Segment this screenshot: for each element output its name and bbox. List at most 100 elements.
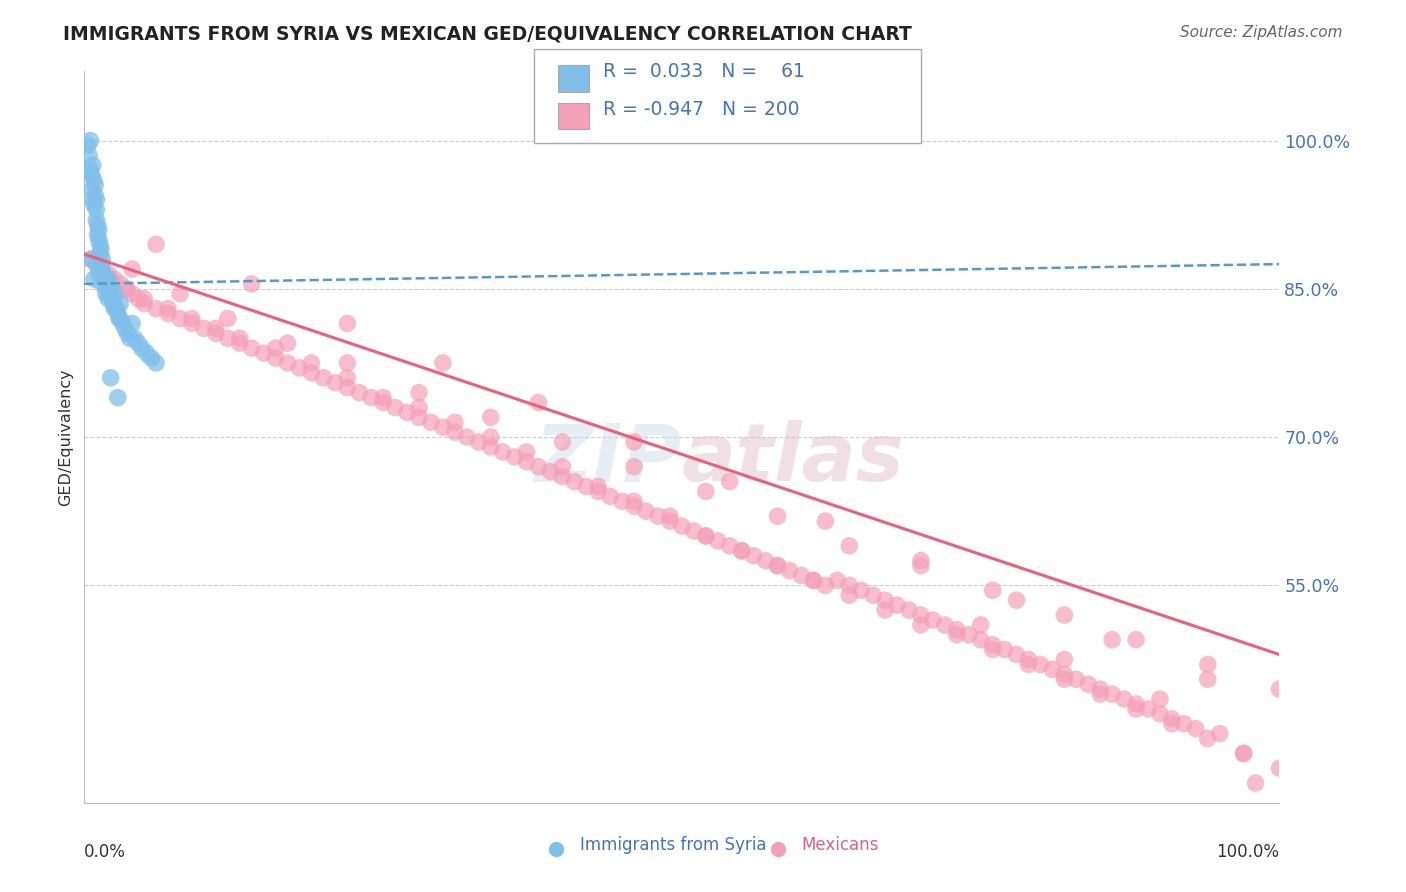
Point	[1125, 697, 1147, 711]
Point	[588, 484, 610, 499]
Point	[86, 202, 108, 217]
Point	[169, 311, 191, 326]
Point	[110, 311, 132, 326]
Point	[1066, 672, 1088, 686]
Point	[1125, 632, 1147, 647]
Point	[79, 134, 101, 148]
Point	[1125, 702, 1147, 716]
Point	[432, 420, 454, 434]
Point	[1029, 657, 1052, 672]
Point	[564, 475, 586, 489]
Point	[82, 158, 104, 172]
Point	[301, 356, 323, 370]
Point	[1197, 657, 1219, 672]
Point	[695, 529, 717, 543]
Point	[301, 366, 323, 380]
Point	[86, 257, 108, 271]
Point	[408, 385, 430, 400]
Point	[1137, 702, 1160, 716]
Point	[503, 450, 526, 464]
Point	[132, 292, 156, 306]
Point	[253, 346, 276, 360]
Point	[1268, 682, 1291, 697]
Point	[910, 554, 932, 568]
Point	[336, 356, 359, 370]
Point	[373, 395, 395, 409]
Point	[93, 267, 115, 281]
Point	[193, 321, 215, 335]
Point	[141, 351, 163, 365]
Point	[827, 574, 849, 588]
Point	[229, 336, 252, 351]
Point	[838, 578, 860, 592]
Point	[91, 262, 114, 277]
Point	[336, 381, 359, 395]
Point	[456, 430, 478, 444]
Point	[803, 574, 825, 588]
Point	[205, 321, 228, 335]
Point	[90, 242, 112, 256]
Point	[84, 178, 107, 192]
Point	[647, 509, 669, 524]
Point	[599, 489, 621, 503]
Point	[121, 286, 143, 301]
Point	[1053, 607, 1076, 622]
Point	[312, 371, 335, 385]
Point	[1018, 652, 1040, 666]
Point	[336, 317, 359, 331]
Point	[612, 494, 634, 508]
Point	[86, 212, 108, 227]
Point	[1101, 687, 1123, 701]
Point	[970, 618, 993, 632]
Point	[910, 607, 932, 622]
Point	[115, 282, 138, 296]
Point	[779, 564, 801, 578]
Point	[551, 459, 574, 474]
Point	[1209, 726, 1232, 740]
Point	[86, 193, 108, 207]
Point	[396, 405, 419, 419]
Point	[90, 257, 112, 271]
Point	[103, 301, 125, 316]
Point	[527, 459, 550, 474]
Point	[84, 188, 107, 202]
Point	[755, 554, 778, 568]
Point	[516, 455, 538, 469]
Point	[145, 237, 167, 252]
Point	[838, 539, 860, 553]
Point	[516, 445, 538, 459]
Point	[623, 435, 645, 450]
Point	[1053, 672, 1076, 686]
Point	[373, 391, 395, 405]
Point	[157, 301, 180, 316]
Point	[103, 272, 125, 286]
Point	[101, 292, 124, 306]
Point	[790, 568, 813, 582]
Point	[1233, 747, 1256, 761]
Point	[89, 247, 111, 261]
Point	[100, 371, 122, 385]
Point	[82, 193, 104, 207]
Point	[277, 336, 299, 351]
Point	[80, 252, 103, 267]
Point	[229, 331, 252, 345]
Point	[288, 360, 311, 375]
Point	[91, 252, 114, 267]
Point	[1005, 593, 1028, 607]
Point	[1114, 692, 1136, 706]
Point	[93, 272, 115, 286]
Point	[121, 262, 143, 277]
Point	[217, 331, 239, 345]
Point	[114, 321, 136, 335]
Point	[659, 514, 682, 528]
Point	[898, 603, 921, 617]
Point	[718, 539, 741, 553]
Point	[240, 341, 263, 355]
Point	[683, 524, 706, 538]
Point	[97, 272, 120, 286]
Point	[1161, 716, 1184, 731]
Point	[117, 326, 139, 341]
Point	[86, 218, 108, 232]
Point	[479, 440, 502, 454]
Point	[1018, 657, 1040, 672]
